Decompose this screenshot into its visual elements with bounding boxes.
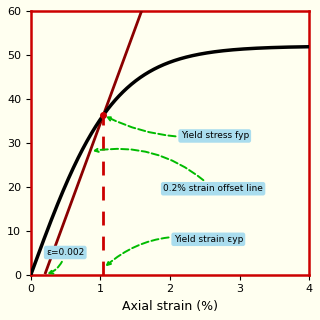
Text: Yield stress fyp: Yield stress fyp — [108, 117, 249, 140]
Text: ε=0.002: ε=0.002 — [46, 248, 84, 274]
Text: Yield strain εyp: Yield strain εyp — [107, 235, 243, 265]
Text: 0.2% strain offset line: 0.2% strain offset line — [95, 148, 263, 193]
X-axis label: Axial strain (%): Axial strain (%) — [122, 300, 218, 313]
